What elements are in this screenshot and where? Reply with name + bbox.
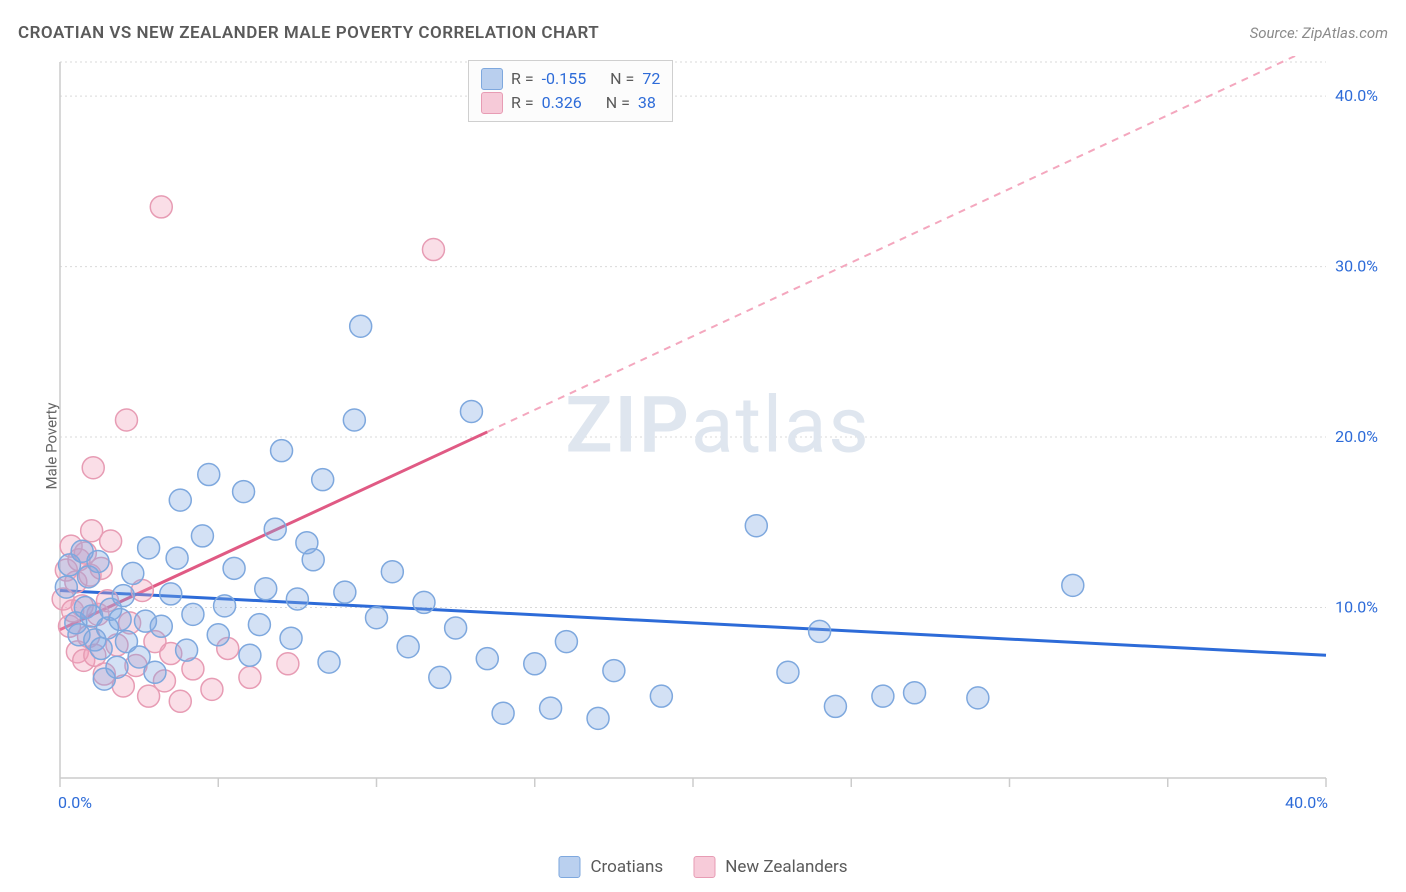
- svg-text:10.0%: 10.0%: [1335, 598, 1378, 617]
- legend-item: Croatians: [558, 856, 663, 878]
- stat-r-label: R =: [511, 67, 534, 91]
- svg-text:40.0%: 40.0%: [1335, 86, 1378, 105]
- stat-r-value: -0.155: [542, 67, 587, 91]
- stat-n-label: N =: [606, 91, 630, 115]
- page-title: CROATIAN VS NEW ZEALANDER MALE POVERTY C…: [18, 23, 599, 43]
- stat-r-value: 0.326: [542, 91, 582, 115]
- svg-text:30.0%: 30.0%: [1335, 257, 1378, 276]
- stat-n-value: 72: [642, 67, 660, 91]
- swatch-blue-icon: [481, 68, 503, 90]
- stat-n-label: N =: [610, 67, 634, 91]
- svg-text:20.0%: 20.0%: [1335, 427, 1378, 446]
- svg-text:0.0%: 0.0%: [58, 793, 92, 812]
- swatch-pink-icon: [693, 856, 715, 878]
- scatter-plot: 10.0%20.0%30.0%40.0%0.0%40.0% ZIPatlas R…: [48, 56, 1388, 826]
- legend-item: New Zealanders: [693, 856, 847, 878]
- footer-legend: Croatians New Zealanders: [558, 856, 847, 878]
- source-label: Source: ZipAtlas.com: [1250, 24, 1388, 42]
- legend-label: Croatians: [590, 857, 663, 877]
- swatch-blue-icon: [558, 856, 580, 878]
- svg-text:40.0%: 40.0%: [1285, 793, 1328, 812]
- stats-row: R = -0.155 N = 72: [481, 67, 660, 91]
- stats-box: R = -0.155 N = 72 R = 0.326 N = 38: [468, 60, 673, 122]
- stats-row: R = 0.326 N = 38: [481, 91, 660, 115]
- stat-n-value: 38: [638, 91, 656, 115]
- legend-label: New Zealanders: [725, 857, 847, 877]
- swatch-pink-icon: [481, 92, 503, 114]
- stat-r-label: R =: [511, 91, 534, 115]
